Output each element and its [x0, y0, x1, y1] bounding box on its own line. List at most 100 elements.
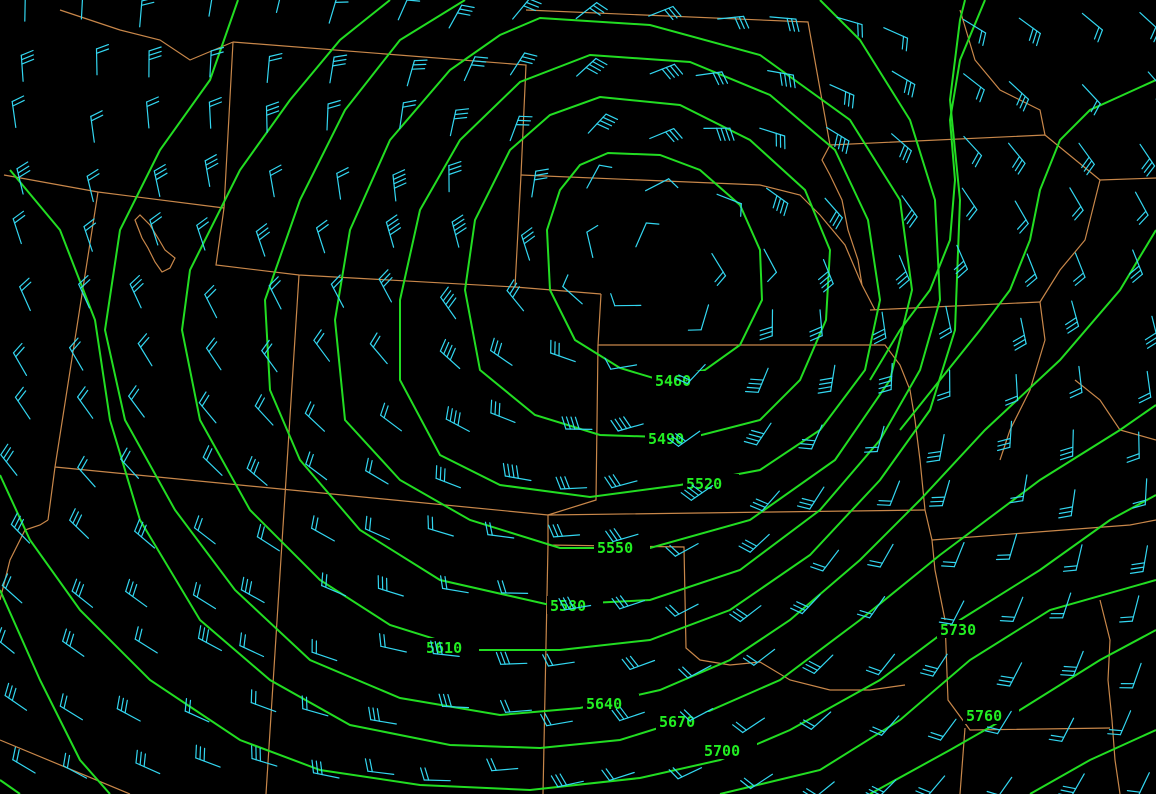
wind-barb-stroke — [1138, 392, 1151, 400]
contour-label: 5580 — [547, 596, 603, 615]
wind-barb-stroke — [62, 752, 67, 767]
wind-barb — [1144, 315, 1156, 349]
wind-barb-stroke — [678, 668, 689, 679]
wind-barb-stroke — [661, 68, 671, 80]
wind-barb-stroke — [668, 7, 678, 19]
wind-barb — [542, 653, 575, 667]
wind-barb-stroke — [664, 131, 675, 143]
wind-barb-stroke — [255, 223, 268, 233]
wind-barb-stroke — [821, 279, 833, 289]
wind-barb — [269, 164, 283, 198]
wind-barb-stroke — [589, 7, 601, 16]
wind-barb-stroke — [878, 388, 892, 394]
wind-barb — [799, 711, 832, 730]
wind-barb — [406, 59, 428, 87]
wind-barb-stroke — [619, 707, 629, 719]
wind-barb — [872, 311, 887, 345]
boundary-line — [232, 41, 527, 288]
wind-barb-stroke — [1120, 616, 1135, 619]
wind-barb-stroke — [12, 210, 24, 220]
wind-barb-stroke — [604, 476, 613, 489]
wind-barb-stroke — [269, 168, 283, 177]
wind-barb-stroke — [125, 578, 131, 593]
wind-barb-stroke — [878, 500, 893, 502]
wind-barb-stroke — [0, 443, 9, 456]
wind-barb-stroke — [767, 271, 778, 283]
wind-barb — [1024, 253, 1038, 287]
wind-barb — [604, 357, 638, 370]
wind-barb-stroke — [672, 767, 683, 778]
wind-barb-stroke — [609, 529, 618, 542]
wind-barb — [937, 369, 951, 401]
wind-barb — [311, 515, 335, 542]
wind-barb — [463, 56, 489, 82]
wind-barb-stroke — [635, 222, 647, 248]
wind-barb-stroke — [199, 746, 202, 761]
wind-barb-stroke — [721, 71, 729, 84]
wind-barb-stroke — [673, 128, 683, 139]
wind-barb-stroke — [611, 709, 621, 722]
wind-barb — [963, 73, 985, 103]
wind-barb — [193, 515, 216, 545]
wind-barb-stroke — [411, 67, 426, 70]
wind-barb-stroke — [305, 451, 311, 465]
wind-barb — [20, 49, 35, 82]
wind-barb-stroke — [729, 127, 735, 141]
wind-barb-stroke — [822, 283, 834, 293]
wind-barb-stroke — [615, 708, 625, 720]
wind-barb-stroke — [120, 697, 125, 712]
wind-barb-stroke — [210, 46, 224, 52]
wind-barb — [1012, 317, 1027, 351]
wind-barb-stroke — [435, 465, 438, 479]
wind-barb-stroke — [1136, 210, 1147, 221]
wind-barb — [587, 113, 619, 134]
wind-barb — [729, 605, 762, 623]
wind-barb-stroke — [865, 446, 880, 449]
wind-barb-stroke — [523, 235, 536, 245]
wind-barb — [379, 633, 407, 653]
wind-barb-stroke — [392, 173, 406, 180]
contour-label-text: 5490 — [648, 430, 684, 448]
boundary-line — [542, 544, 549, 794]
wind-barb-stroke — [683, 709, 695, 720]
wind-barb — [365, 457, 389, 485]
wind-barb-stroke — [749, 505, 763, 512]
wind-barb-stroke — [448, 169, 462, 176]
contour-northeast — [869, 0, 986, 381]
wind-barb — [266, 52, 283, 84]
wind-barb-stroke — [413, 59, 428, 62]
wind-barb — [605, 528, 639, 543]
wind-barb-stroke — [10, 512, 18, 526]
wind-barb — [4, 682, 28, 711]
wind-barb — [1058, 489, 1076, 519]
wind-barb-stroke — [800, 443, 814, 446]
wind-barb-stroke — [619, 595, 629, 607]
wind-barb — [261, 339, 278, 373]
wind-barb — [326, 99, 341, 131]
wind-barb-stroke — [546, 653, 554, 667]
wind-barb-stroke — [562, 285, 583, 305]
wind-barb — [999, 596, 1024, 623]
wind-barb — [667, 430, 701, 447]
boundary-line — [959, 727, 966, 794]
wind-barb-stroke — [930, 731, 944, 738]
wind-barb-stroke — [133, 283, 144, 293]
wind-barb-stroke — [837, 135, 843, 150]
wind-barb-stroke — [552, 524, 559, 538]
wind-barb-stroke — [790, 18, 796, 32]
wind-barb-stroke — [21, 54, 34, 61]
wind-barb-stroke — [15, 346, 25, 358]
wind-barb-stroke — [742, 15, 750, 29]
wind-barb-stroke — [210, 51, 224, 57]
wind-barb — [448, 161, 462, 193]
wind-barb — [1129, 545, 1149, 575]
wind-barb — [336, 167, 350, 200]
wind-barb — [665, 603, 699, 617]
wind-barb-stroke — [95, 48, 110, 54]
wind-barb — [1132, 478, 1148, 509]
wind-barb-stroke — [4, 682, 10, 697]
contour-label-text: 5520 — [686, 475, 722, 493]
wind-barb — [204, 284, 218, 319]
wind-barb-stroke — [667, 438, 680, 447]
wind-barb — [305, 451, 328, 481]
